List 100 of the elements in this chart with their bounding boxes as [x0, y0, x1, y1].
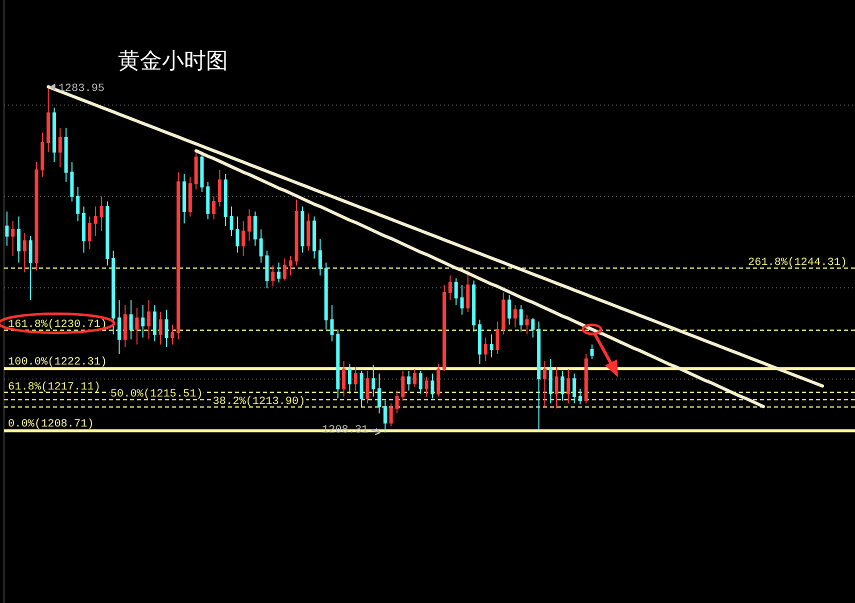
- candlestick: [566, 368, 570, 404]
- candlestick: [194, 150, 198, 190]
- candlestick: [17, 216, 21, 264]
- candlestick: [572, 373, 576, 404]
- candlestick: [182, 174, 186, 224]
- candlestick: [123, 304, 127, 348]
- candlestick: [112, 250, 116, 335]
- ref-line-label: 161.8%(1230.71): [8, 319, 108, 332]
- candlestick: [578, 388, 582, 405]
- candlestick: [141, 304, 145, 338]
- candlestick: [259, 228, 263, 264]
- candlestick: [64, 127, 68, 182]
- candlestick: [206, 181, 210, 220]
- candlestick: [412, 368, 416, 388]
- candlestick: [288, 255, 292, 276]
- ref-line-label: 50.0%(1215.51): [110, 388, 203, 401]
- candlestick: [46, 86, 50, 153]
- candlestick: [466, 270, 470, 313]
- candlestick: [28, 236, 32, 301]
- candlestick: [389, 402, 393, 427]
- candlestick: [188, 176, 192, 218]
- candlestick: [519, 304, 523, 332]
- candlestick: [82, 206, 86, 254]
- candlestick: [129, 300, 133, 340]
- candlestick: [548, 358, 552, 404]
- candlestick: [106, 200, 110, 266]
- candlestick: [5, 211, 9, 246]
- candlestick: [560, 370, 564, 402]
- candlestick: [118, 300, 121, 355]
- candlestick: [271, 264, 275, 287]
- candlestick: [496, 321, 500, 355]
- candlestick: [531, 317, 535, 338]
- candlestick: [52, 107, 56, 163]
- candlestick: [513, 304, 517, 328]
- candlestick: [537, 321, 541, 430]
- candlestick: [294, 199, 298, 266]
- candlestick: [324, 262, 328, 330]
- candlestick: [265, 250, 269, 289]
- candlestick: [94, 206, 98, 237]
- candlestick: [342, 360, 346, 398]
- candlestick: [372, 364, 376, 398]
- candlestick: [407, 370, 411, 392]
- candlestick: [436, 364, 440, 398]
- candlestick: [236, 216, 240, 254]
- candlestick: [22, 232, 26, 273]
- candlestick: [218, 169, 222, 207]
- candlestick: [318, 238, 322, 276]
- candlestick: [147, 300, 151, 340]
- candlestick: [11, 220, 15, 256]
- candlestick: [224, 174, 228, 227]
- candlestick: [40, 132, 44, 178]
- candlestick: [525, 314, 529, 335]
- candlestick: [484, 337, 488, 362]
- candlestick: [306, 212, 310, 252]
- ref-line-label: 261.8%(1244.31): [748, 257, 848, 270]
- candlestick: [300, 206, 304, 254]
- candlestick: [212, 196, 216, 220]
- candlestick: [383, 400, 387, 434]
- candlestick: [584, 354, 588, 404]
- candlestick: [360, 370, 364, 408]
- candlestick: [366, 370, 370, 404]
- candlestick: [135, 307, 139, 345]
- candlestick: [164, 309, 168, 348]
- candlestick: [454, 278, 458, 306]
- candlestick: [70, 162, 74, 202]
- candlestick: [170, 324, 174, 345]
- candlestick: [76, 186, 80, 222]
- candlestick: [230, 206, 234, 237]
- candlestick: [242, 220, 246, 256]
- candlestick: [330, 304, 334, 342]
- candlestick: [253, 211, 257, 246]
- candlestick: [378, 373, 382, 414]
- annotation: 1283.95: [58, 83, 105, 96]
- ref-line-label: 61.8%(1217.11): [8, 381, 100, 394]
- candlestick: [472, 280, 476, 332]
- candlestick: [348, 364, 352, 394]
- candlestick: [590, 344, 594, 360]
- candlestick: [478, 319, 482, 365]
- annotation: 1208.31: [322, 424, 369, 437]
- candlestick: [336, 328, 340, 399]
- candlestick: [312, 216, 316, 260]
- candlestick: [277, 262, 281, 283]
- candlestick: [282, 258, 286, 281]
- ref-line-label: 0.0%(1208.71): [8, 418, 94, 431]
- ref-line-label: 100.0%(1222.31): [8, 356, 108, 369]
- ref-line-label: 38.2%(1213.90): [212, 396, 306, 408]
- candlestick: [88, 216, 92, 250]
- candlestick: [58, 127, 62, 168]
- candlestick: [502, 292, 506, 335]
- text: 黄金小时图: [118, 49, 228, 74]
- candlestick: [430, 373, 434, 399]
- candlestick: [418, 370, 422, 394]
- candlestick: [554, 366, 558, 409]
- candlestick: [152, 304, 156, 342]
- candlestick: [508, 294, 512, 326]
- candlestick: [354, 366, 358, 392]
- candlestick: [448, 274, 452, 301]
- candlestick: [490, 334, 494, 358]
- candlestick: [543, 360, 546, 408]
- candlestick: [460, 284, 464, 316]
